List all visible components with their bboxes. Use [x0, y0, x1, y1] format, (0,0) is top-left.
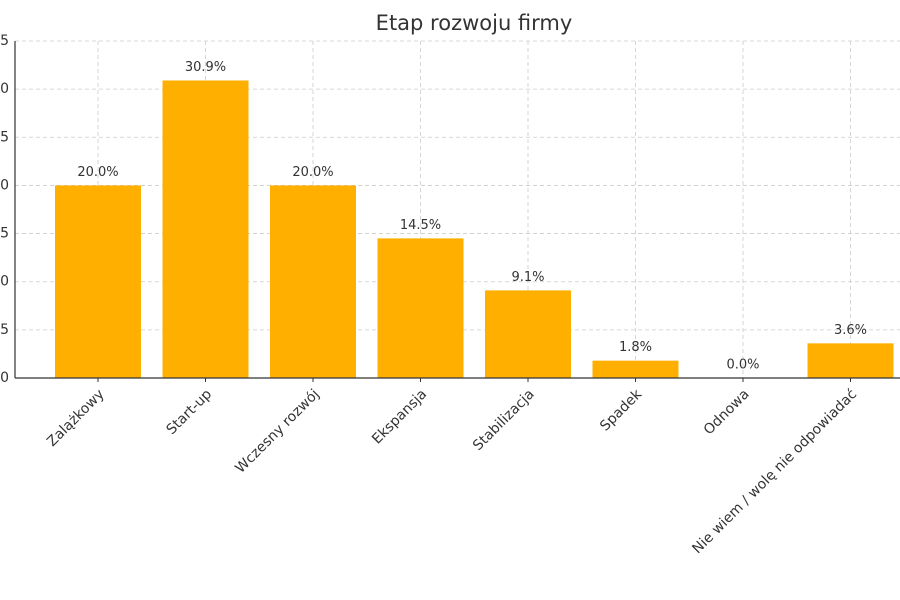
value-label: 20.0% — [292, 165, 333, 180]
x-tick-label: Spadek — [597, 386, 646, 435]
x-tick-label: Ekspansja — [369, 386, 430, 447]
y-tick-label: 15 — [0, 226, 9, 242]
value-label: 30.9% — [185, 60, 226, 75]
value-label: 14.5% — [400, 218, 441, 233]
value-label: 3.6% — [834, 323, 867, 338]
bar — [485, 290, 571, 378]
y-tick-label: 0 — [0, 370, 9, 386]
value-label: 0.0% — [726, 358, 759, 373]
bar — [162, 80, 249, 378]
bar — [270, 185, 356, 378]
y-tick-label: 25 — [0, 129, 9, 145]
value-label: 20.0% — [77, 165, 118, 180]
bar — [807, 343, 894, 378]
y-tick-label: 30 — [0, 81, 9, 97]
x-tick-label: Zalążkowy — [44, 386, 108, 450]
y-tick-label: 5 — [0, 322, 9, 338]
y-tick-label: 35 — [0, 33, 9, 49]
value-label: 9.1% — [511, 270, 544, 285]
x-tick-label: Stabilizacja — [470, 386, 538, 454]
x-tick-label: Odnowa — [701, 386, 753, 438]
bar — [377, 238, 464, 378]
chart-title: Etap rozwoju firmy — [376, 11, 573, 35]
bar — [592, 360, 679, 378]
bar — [55, 185, 141, 378]
y-tick-label: 20 — [0, 177, 9, 193]
x-tick-label: Start-up — [164, 386, 216, 438]
x-tick-label: Wczesny rozwój — [232, 386, 322, 476]
value-label: 1.8% — [619, 340, 652, 355]
y-tick-label: 10 — [0, 274, 9, 290]
